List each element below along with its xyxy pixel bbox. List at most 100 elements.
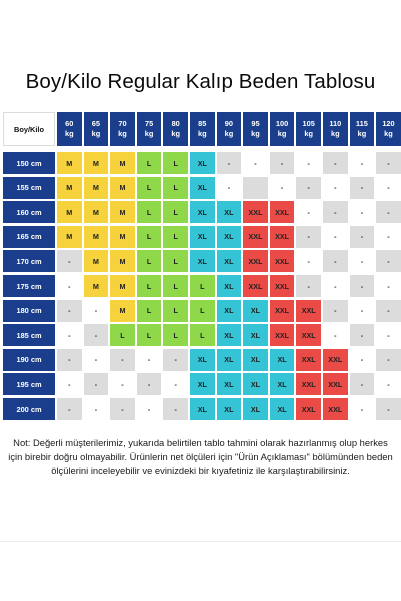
weight-header-65: 65 kg [83, 112, 109, 146]
weight-unit: kg [304, 129, 313, 138]
weight-unit: kg [384, 129, 393, 138]
size-cell: L [163, 275, 188, 297]
size-cell: - [376, 299, 401, 322]
size-cell: XL [243, 324, 268, 347]
height-label: 180 cm [3, 299, 55, 322]
size-cell: M [57, 225, 82, 248]
size-cell: - [323, 201, 348, 224]
size-cell: M [83, 250, 109, 273]
size-cell: - [83, 348, 109, 371]
size-cell: XL [216, 250, 242, 273]
size-cell: - [110, 398, 135, 420]
size-cell: XXL [269, 275, 295, 297]
size-cell: L [163, 201, 188, 224]
height-label: 160 cm [3, 201, 55, 224]
weight-value: 65 [91, 119, 100, 128]
size-cell: XL [269, 373, 295, 396]
size-cell: - [349, 201, 375, 224]
size-cell: L [163, 299, 188, 322]
size-cell: L [163, 250, 188, 273]
size-cell: - [269, 152, 295, 174]
size-cell: XL [216, 201, 242, 224]
size-cell: - [83, 398, 109, 420]
weight-header-70: 70 kg [110, 112, 135, 146]
size-cell: M [110, 152, 135, 174]
size-cell: - [57, 299, 82, 322]
size-cell: L [110, 324, 135, 347]
size-cell: - [57, 398, 82, 420]
weight-header-115: 115 kg [349, 112, 375, 146]
size-cell: - [216, 152, 242, 174]
weight-header-85: 85 kg [190, 112, 215, 146]
weight-header-110: 110 kg [323, 112, 348, 146]
size-cell: - [323, 152, 348, 174]
weight-value: 75 [144, 119, 154, 128]
size-cell: XL [216, 275, 242, 297]
size-cell: - [376, 373, 401, 396]
size-cell: - [376, 275, 401, 297]
size-cell: - [349, 152, 375, 174]
weight-unit: kg [144, 129, 154, 138]
weight-value: 100 [275, 119, 289, 128]
size-cell: - [376, 201, 401, 224]
size-cell: - [296, 275, 321, 297]
size-cell: XXL [269, 299, 295, 322]
weight-unit: kg [224, 129, 234, 138]
size-cell: L [190, 275, 215, 297]
size-cell: - [349, 275, 375, 297]
size-cell: M [110, 201, 135, 224]
weight-header-120: 120 kg [376, 112, 401, 146]
size-cell: M [110, 225, 135, 248]
weight-unit: kg [197, 129, 207, 138]
size-cell: - [57, 250, 82, 273]
weight-value: 80 [171, 119, 180, 128]
size-cell: - [349, 398, 375, 420]
size-cell: M [57, 152, 82, 174]
size-cell: - [323, 176, 348, 199]
size-cell: - [349, 250, 375, 273]
size-cell: XXL [323, 348, 348, 371]
weight-value: 110 [329, 119, 342, 128]
size-cell [243, 176, 268, 199]
page-title: Boy/Kilo Regular Kalıp Beden Tablosu [25, 70, 376, 93]
size-cell: - [136, 348, 162, 371]
size-cell: XL [190, 225, 215, 248]
size-cell: - [83, 299, 109, 322]
size-cell: M [57, 201, 82, 224]
weight-unit: kg [64, 129, 74, 138]
size-cell: - [296, 176, 321, 199]
size-cell: L [136, 176, 162, 199]
size-cell: L [190, 324, 215, 347]
weight-header-75: 75 kg [136, 112, 162, 146]
size-cell: - [296, 201, 321, 224]
height-label: 150 cm [3, 152, 55, 174]
size-cell: - [349, 324, 375, 347]
size-cell: - [376, 152, 401, 174]
size-cell: XXL [296, 299, 321, 322]
size-cell: L [136, 275, 162, 297]
size-cell: XXL [269, 324, 295, 347]
height-label: 185 cm [3, 324, 55, 347]
weight-value: 85 [198, 119, 207, 128]
weight-unit: kg [277, 129, 287, 138]
size-cell: - [323, 324, 348, 347]
size-cell: M [83, 152, 109, 174]
size-cell: - [376, 250, 401, 273]
size-cell: XXL [243, 250, 268, 273]
weight-value: 95 [251, 119, 260, 128]
size-cell: - [323, 275, 348, 297]
weight-value: 115 [355, 119, 368, 128]
size-cell: - [110, 348, 135, 371]
weight-header-90: 90 kg [216, 112, 242, 146]
size-cell: L [163, 324, 188, 347]
size-cell: L [163, 152, 188, 174]
size-cell: - [376, 348, 401, 371]
size-cell: XXL [269, 225, 295, 248]
size-cell: M [57, 176, 82, 199]
size-cell: XL [216, 299, 242, 322]
size-cell: - [323, 250, 348, 273]
size-cell: - [376, 398, 401, 420]
size-cell: - [349, 176, 375, 199]
weight-value: 105 [302, 119, 315, 128]
size-cell: M [110, 275, 135, 297]
